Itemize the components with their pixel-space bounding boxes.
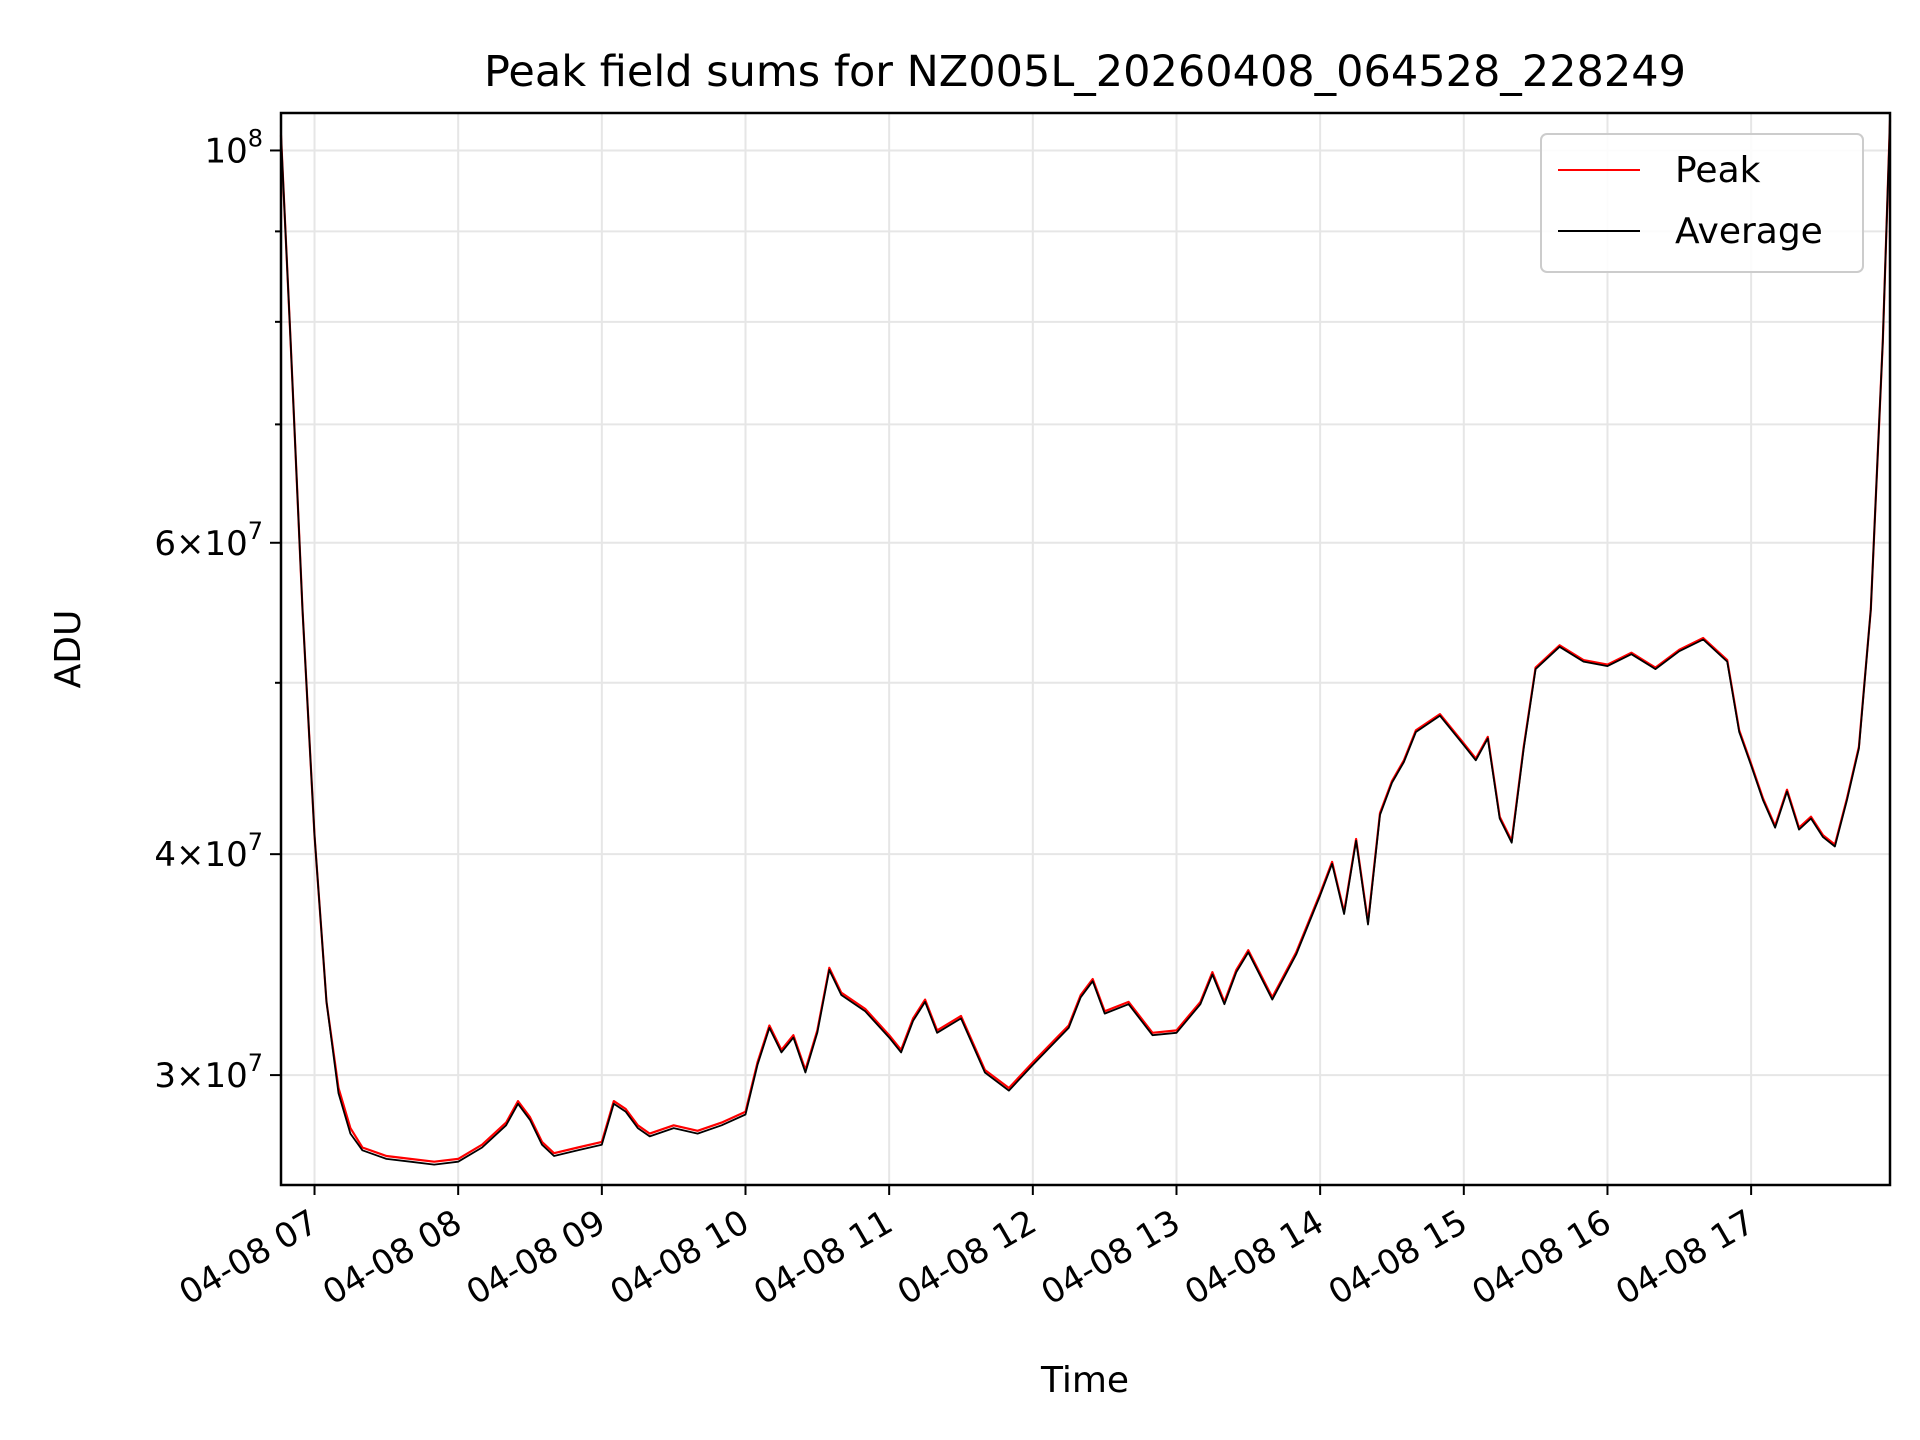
x-tick-label: 04-08 15 [1322, 1202, 1474, 1313]
y-axis-title: ADU [48, 610, 89, 689]
y-tick-label: 108 [204, 124, 263, 171]
y-tick-exponent: 7 [248, 1049, 263, 1077]
x-tick-label: 04-08 08 [316, 1202, 468, 1313]
x-tick-label: 04-08 10 [604, 1202, 756, 1313]
y-tick-label: 4×107 [154, 828, 263, 875]
grid [281, 113, 1890, 1185]
y-tick-mantissa: 3×10 [154, 1056, 247, 1096]
y-tick-mantissa: 10 [204, 131, 247, 171]
x-tick-label: 04-08 11 [747, 1202, 899, 1313]
legend: Peak Average [1540, 133, 1864, 273]
legend-box [1540, 133, 1864, 273]
x-tick-label: 04-08 07 [173, 1202, 325, 1313]
y-tick-mantissa: 6×10 [154, 524, 247, 564]
plot-frame [279, 111, 1892, 1187]
series-line-average [280, 120, 1891, 1166]
y-tick-mantissa: 4×10 [154, 835, 247, 875]
x-tick-label: 04-08 16 [1466, 1202, 1618, 1313]
x-tick-label: 04-08 09 [460, 1202, 612, 1313]
x-tick-label: 04-08 13 [1035, 1202, 1187, 1313]
x-tick-label: 04-08 17 [1609, 1202, 1761, 1313]
y-tick-label: 3×107 [154, 1049, 263, 1096]
y-tick-exponent: 7 [248, 828, 263, 856]
legend-label-average: Average [1675, 211, 1823, 252]
legend-label-peak: Peak [1675, 150, 1761, 191]
x-tick-label: 04-08 12 [891, 1202, 1043, 1313]
x-tick-label: 04-08 14 [1178, 1202, 1330, 1313]
x-axis-title: Time [1040, 1360, 1129, 1401]
y-tick-exponent: 8 [248, 124, 263, 152]
series-lines [279, 120, 1892, 1166]
y-tick-label: 6×107 [154, 517, 263, 564]
series-line-peak [279, 120, 1892, 1163]
chart-title: Peak field sums for NZ005L_20260408_0645… [484, 47, 1686, 97]
y-tick-exponent: 7 [248, 517, 263, 545]
